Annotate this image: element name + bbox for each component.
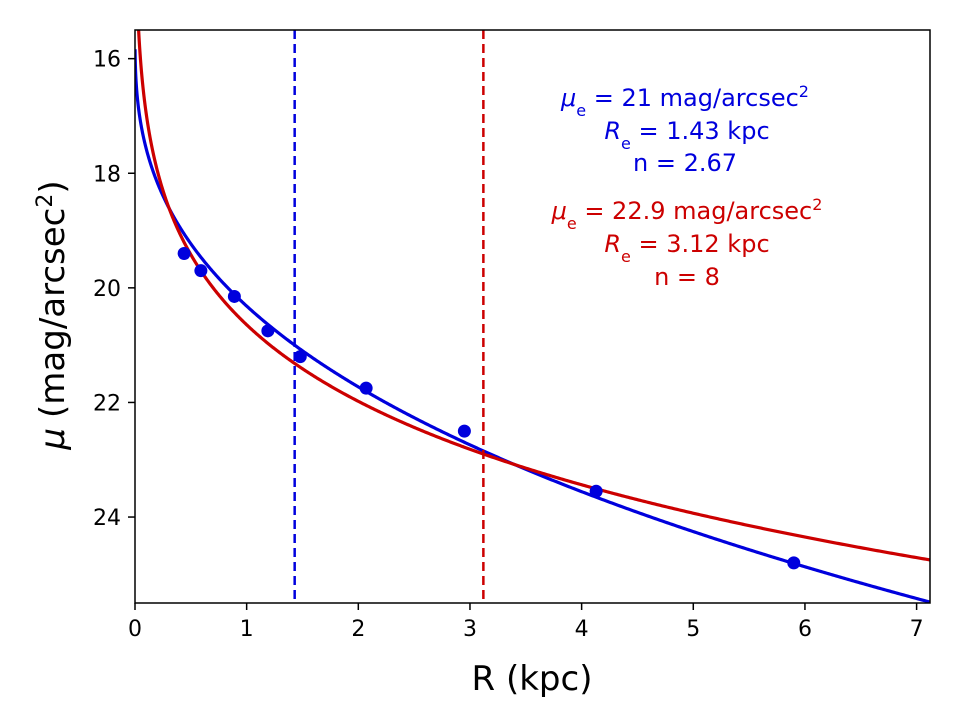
red-mu-subscript: e — [567, 214, 577, 233]
red-re-subscript: e — [621, 247, 631, 266]
data-point — [293, 350, 307, 364]
red-mu-value: = 22.9 mag/arcsec — [577, 197, 813, 225]
y-tick-label: 18 — [93, 162, 121, 187]
y-axis-ticks: 16 18 20 22 24 — [93, 48, 135, 531]
y-axis-label-text: (mag/arcsec — [33, 208, 73, 418]
x-tick-label: 4 — [575, 617, 589, 642]
red-mu-superscript: 2 — [812, 195, 822, 214]
x-tick-label: 2 — [351, 617, 365, 642]
blue-mu-superscript: 2 — [799, 82, 809, 101]
data-point — [457, 424, 471, 438]
y-axis-label-superscript: 2 — [33, 194, 58, 208]
red-mu-label: μe = 22.9 mag/arcsec2 — [551, 195, 823, 233]
blue-mu-symbol: μ — [560, 84, 576, 112]
blue-fit-annotation: μe = 21 mag/arcsec2 Re = 1.43 kpc n = 2.… — [560, 82, 809, 178]
y-tick-label: 24 — [93, 506, 121, 531]
data-point — [359, 381, 373, 395]
x-axis-label: R (kpc) — [472, 659, 593, 699]
fit-curves-group — [135, 30, 930, 603]
plot-frame — [134, 29, 931, 604]
x-tick-label: 6 — [798, 617, 812, 642]
y-axis-label: μ (mag/arcsec2) — [33, 180, 74, 450]
data-point — [787, 556, 801, 570]
x-tick-label: 1 — [240, 617, 254, 642]
data-point — [227, 289, 241, 303]
blue-re-value: = 1.43 kpc — [631, 117, 770, 145]
data-point — [261, 324, 275, 338]
x-axis-ticks: 0 1 2 3 4 5 6 7 — [128, 603, 924, 642]
blue-re-label: Re = 1.43 kpc — [604, 117, 769, 153]
y-tick-label: 20 — [93, 277, 121, 302]
blue-re-symbol: R — [604, 117, 621, 145]
blue-n-label: n = 2.67 — [633, 149, 737, 177]
data-point — [194, 264, 208, 278]
x-tick-label: 7 — [910, 617, 924, 642]
data-point — [589, 484, 603, 498]
blue-mu-value: = 21 mag/arcsec — [586, 84, 799, 112]
red-re-label: Re = 3.12 kpc — [604, 230, 769, 266]
x-tick-label: 3 — [463, 617, 477, 642]
x-tick-label: 0 — [128, 617, 142, 642]
blue-re-subscript: e — [621, 134, 631, 153]
y-tick-label: 16 — [93, 48, 121, 73]
red-n-label: n = 8 — [654, 263, 720, 291]
red-mu-symbol: μ — [551, 197, 567, 225]
red-fit-annotation: μe = 22.9 mag/arcsec2 Re = 3.12 kpc n = … — [551, 195, 823, 292]
effective-radius-lines-group — [293, 30, 485, 603]
y-tick-label: 22 — [93, 391, 121, 416]
data-point — [177, 246, 191, 260]
red-re-value: = 3.12 kpc — [631, 230, 770, 258]
blue-sersic-curve — [135, 49, 930, 603]
data-points-group — [177, 246, 801, 570]
y-axis-label-symbol: μ — [33, 428, 73, 451]
y-axis-label-close: ) — [33, 180, 73, 193]
blue-mu-label: μe = 21 mag/arcsec2 — [560, 82, 809, 120]
blue-mu-subscript: e — [576, 101, 586, 120]
x-tick-label: 5 — [686, 617, 700, 642]
red-sersic-curve — [137, 30, 930, 562]
red-re-symbol: R — [604, 230, 621, 258]
